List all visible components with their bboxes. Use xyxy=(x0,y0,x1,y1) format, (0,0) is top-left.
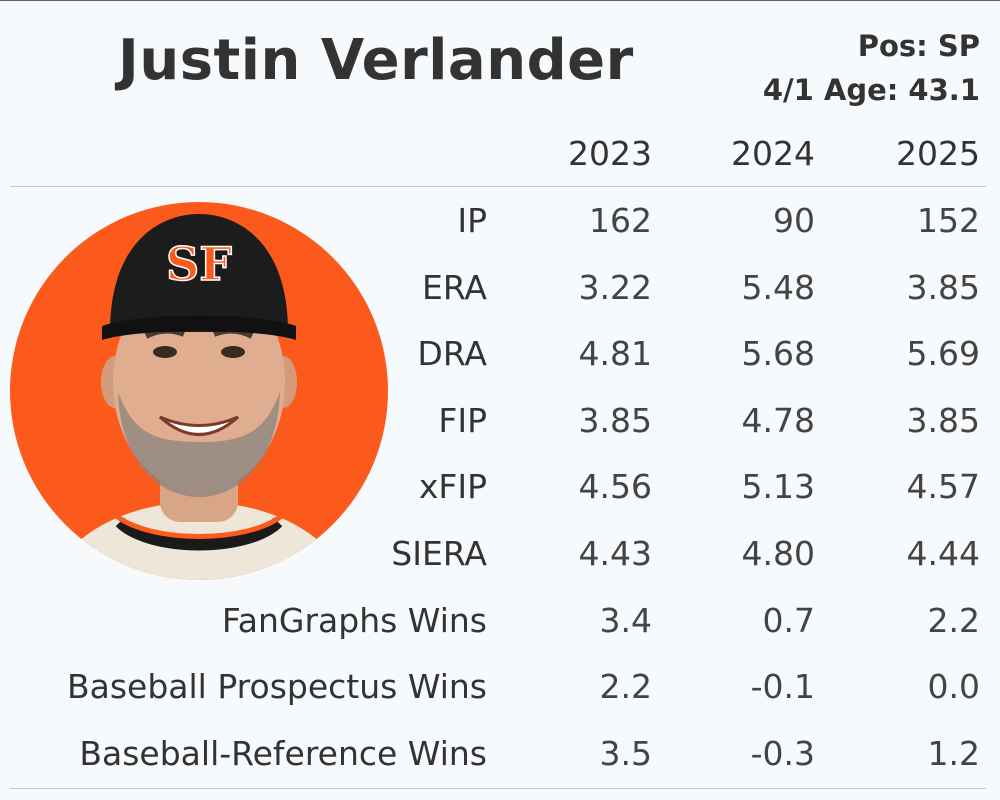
stat-value-2024: 0.7 xyxy=(762,600,815,640)
stat-value-2023: 3.5 xyxy=(599,733,652,773)
stat-row: Baseball-Reference Wins 3.5 -0.3 1.2 xyxy=(0,721,1000,787)
stat-label: DRA xyxy=(417,334,487,374)
year-header-2: 2024 xyxy=(731,134,815,173)
stat-value-2023: 3.22 xyxy=(578,267,652,307)
stat-value-2025: 4.57 xyxy=(906,467,980,507)
stat-value-2025: 0.0 xyxy=(927,667,980,707)
stat-value-2023: 2.2 xyxy=(599,667,652,707)
stat-label: FIP xyxy=(438,400,487,440)
stat-label: Baseball Prospectus Wins xyxy=(66,667,487,707)
stat-value-2024: 4.78 xyxy=(741,400,815,440)
stat-label: IP xyxy=(457,201,487,240)
year-header-1: 2023 xyxy=(568,134,652,173)
stat-row: xFIP 4.56 5.13 4.57 xyxy=(0,454,1000,520)
player-headshot-icon: SF xyxy=(10,202,388,580)
stat-row: SIERA 4.43 4.80 4.44 xyxy=(0,521,1000,587)
bottom-divider xyxy=(10,788,986,789)
stat-row: DRA 4.81 5.68 5.69 xyxy=(0,321,1000,387)
stat-value-2023: 162 xyxy=(589,201,652,240)
stat-value-2023: 4.43 xyxy=(578,534,652,573)
headshot-drawing: SF xyxy=(50,214,348,580)
stat-value-2025: 152 xyxy=(917,201,980,240)
player-position: Pos: SP xyxy=(857,29,980,63)
stat-value-2024: -0.1 xyxy=(750,667,815,707)
stat-row: IP 162 90 152 xyxy=(0,188,1000,254)
year-header-3: 2025 xyxy=(896,134,980,173)
stat-row: Baseball Prospectus Wins 2.2 -0.1 0.0 xyxy=(0,654,1000,720)
stat-value-2024: 5.13 xyxy=(741,467,815,507)
stat-value-2024: 5.68 xyxy=(741,334,815,374)
stat-label: SIERA xyxy=(391,534,487,573)
sf-giants-logo-icon: SF xyxy=(165,236,233,292)
stat-label: ERA xyxy=(421,267,487,307)
header-divider xyxy=(10,186,986,187)
stat-value-2023: 3.4 xyxy=(599,600,652,640)
svg-text:SF: SF xyxy=(166,237,232,291)
player-age: 4/1 Age: 43.1 xyxy=(762,73,980,107)
player-name: Justin Verlander xyxy=(118,28,634,93)
stat-row: FanGraphs Wins 3.4 0.7 2.2 xyxy=(0,588,1000,654)
stat-label: xFIP xyxy=(418,467,487,507)
stat-label: FanGraphs Wins xyxy=(221,600,487,640)
stat-value-2025: 3.85 xyxy=(906,400,980,440)
stat-value-2025: 3.85 xyxy=(906,267,980,307)
stat-value-2024: 90 xyxy=(773,201,815,240)
stat-value-2024: 4.80 xyxy=(741,534,815,573)
stat-value-2025: 2.2 xyxy=(927,600,980,640)
player-meta: Pos: SP 4/1 Age: 43.1 xyxy=(763,24,980,112)
stat-row: ERA 3.22 5.48 3.85 xyxy=(0,255,1000,321)
stat-value-2025: 5.69 xyxy=(906,334,980,374)
stat-value-2023: 4.81 xyxy=(578,334,652,374)
stat-row: FIP 3.85 4.78 3.85 xyxy=(0,388,1000,454)
top-border xyxy=(0,0,1000,1)
stat-value-2024: -0.3 xyxy=(750,733,815,773)
stat-value-2024: 5.48 xyxy=(741,267,815,307)
stat-value-2025: 1.2 xyxy=(927,733,980,773)
stat-value-2025: 4.44 xyxy=(906,534,980,573)
stat-value-2023: 4.56 xyxy=(578,467,652,507)
stat-value-2023: 3.85 xyxy=(578,400,652,440)
stat-label: Baseball-Reference Wins xyxy=(79,733,487,773)
